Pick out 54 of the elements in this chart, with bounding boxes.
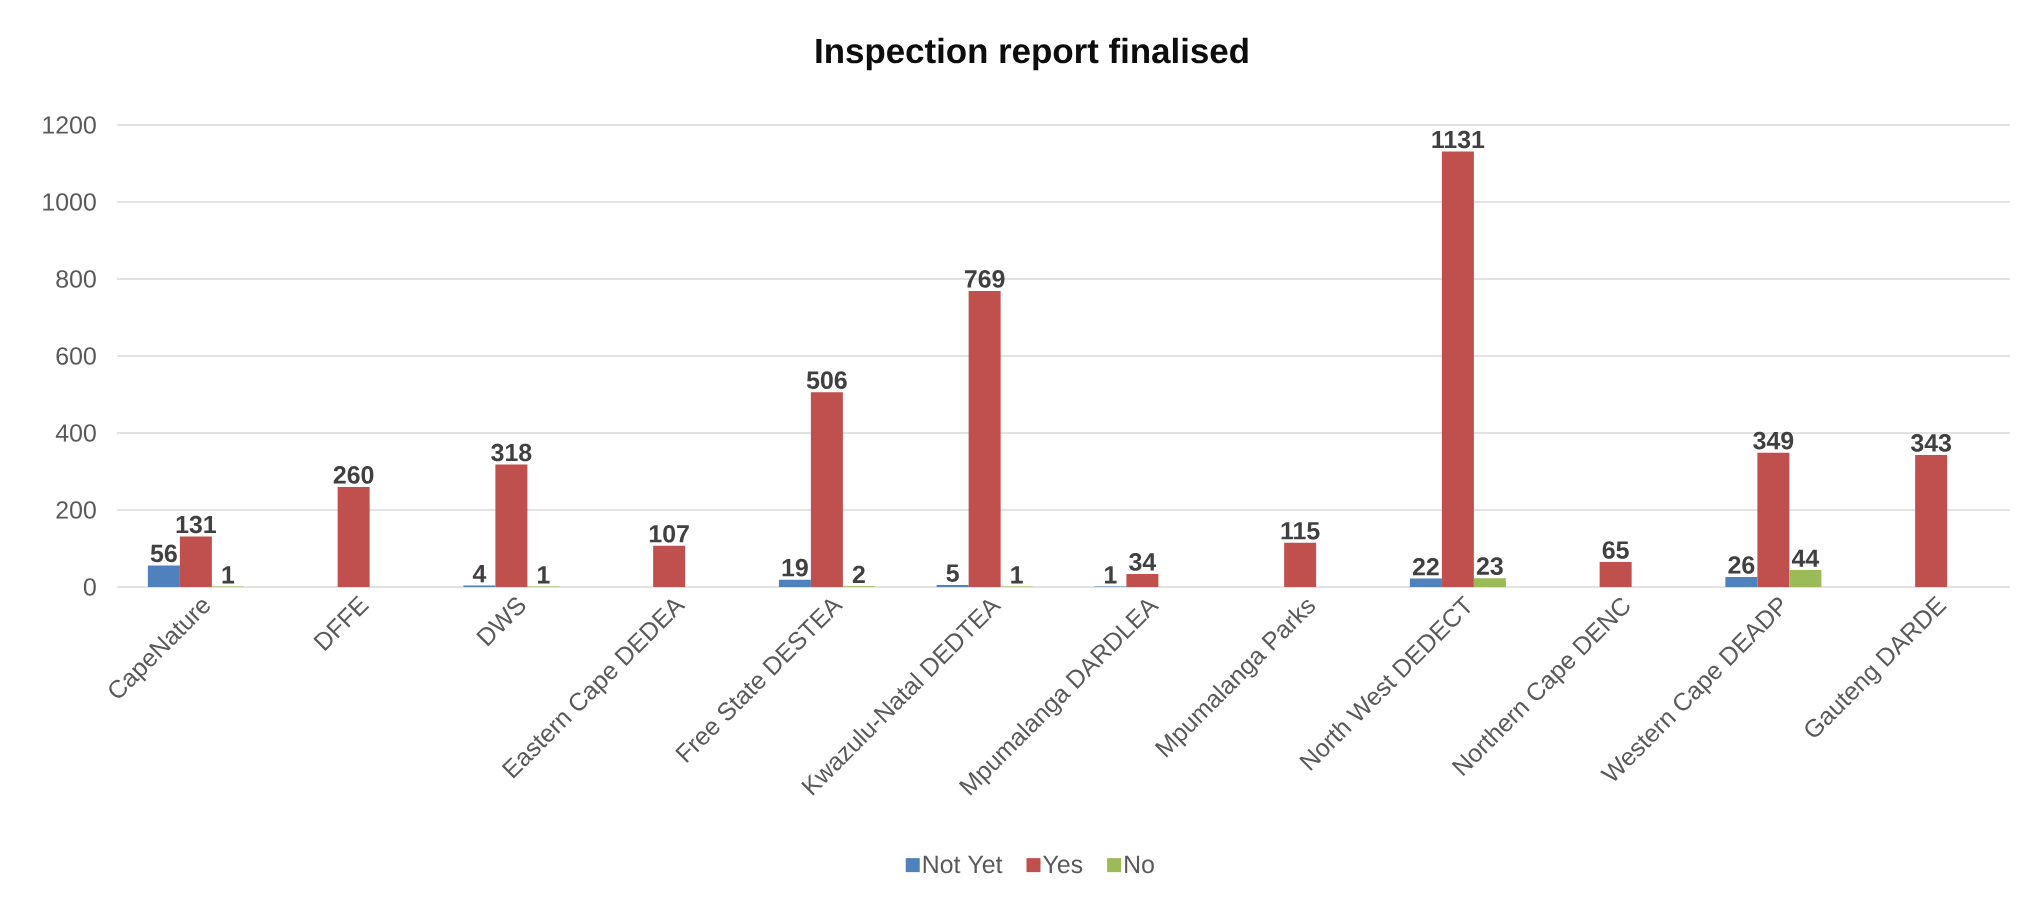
data-label: 56 (150, 544, 177, 563)
data-label: 343 (1910, 434, 1952, 452)
y-tick-label: 200 (56, 501, 96, 519)
chart-title: Inspection report finalised (816, 37, 1248, 71)
data-label: 318 (491, 443, 532, 462)
data-label: 44 (1791, 549, 1820, 567)
bar (1441, 151, 1474, 587)
bar (810, 392, 843, 587)
data-label: 19 (782, 558, 808, 577)
bar (1126, 573, 1159, 587)
bar (179, 536, 212, 587)
data-label: 2 (852, 565, 865, 584)
data-label: 1 (538, 566, 550, 584)
y-tick-label: 0 (83, 578, 96, 596)
legend-label: No (1125, 855, 1154, 874)
data-label: 22 (1412, 557, 1439, 576)
data-label: 349 (1753, 431, 1794, 450)
bar (147, 565, 180, 587)
data-label: 1 (222, 566, 235, 584)
bar (968, 290, 1001, 587)
y-tick-label: 800 (56, 270, 96, 288)
data-label: 26 (1728, 556, 1755, 574)
bar (1409, 578, 1442, 587)
data-label: 1 (1105, 566, 1117, 584)
data-label: 65 (1602, 541, 1629, 559)
data-label: 1131 (1432, 130, 1485, 149)
bar (1473, 578, 1506, 587)
bar (337, 486, 370, 587)
data-label: 4 (472, 565, 487, 583)
y-tick-label: 400 (55, 424, 96, 442)
data-label: 5 (946, 564, 959, 582)
data-label: 769 (964, 270, 1005, 288)
data-label: 131 (176, 515, 216, 534)
data-label: 260 (333, 466, 374, 484)
bar (653, 545, 686, 587)
data-label: 115 (1281, 522, 1320, 540)
data-label: 23 (1476, 557, 1503, 575)
bar (1599, 561, 1632, 587)
bar (1284, 542, 1317, 587)
legend-label: Not Yet (923, 855, 1003, 874)
bar (778, 579, 811, 587)
y-tick-label: 600 (56, 347, 96, 365)
bar (1757, 452, 1790, 587)
legend-label: Yes (1043, 855, 1083, 874)
bar (1789, 570, 1822, 587)
bar (1915, 454, 1948, 587)
bar (495, 464, 528, 587)
y-tick-label: 1000 (43, 193, 96, 211)
data-label: 506 (806, 371, 847, 389)
y-tick-label: 1200 (43, 116, 96, 134)
data-label: 107 (649, 524, 689, 543)
data-label: 1 (1011, 566, 1023, 584)
data-label: 34 (1129, 553, 1157, 571)
bar (1725, 576, 1758, 587)
